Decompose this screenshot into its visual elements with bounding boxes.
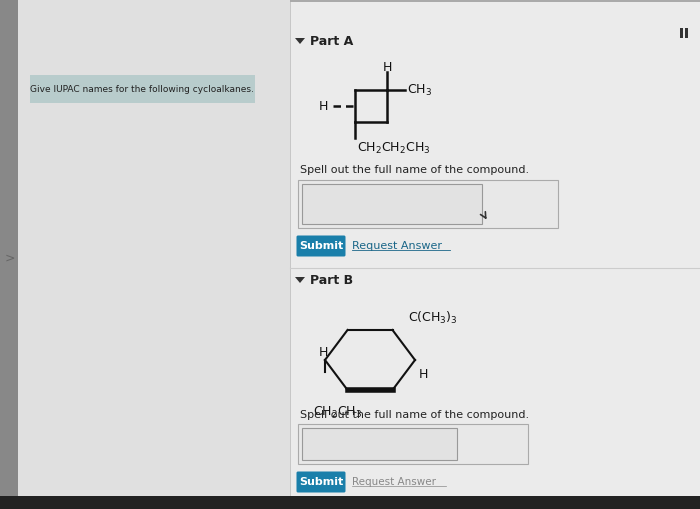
Bar (298, 424, 528, 464)
Text: Spell out the full name of the compound.: Spell out the full name of the compound. (300, 165, 529, 175)
Polygon shape (295, 277, 305, 283)
Bar (290, 0, 700, 509)
Text: CH$_3$: CH$_3$ (407, 82, 432, 98)
Polygon shape (295, 38, 305, 44)
Text: Part B: Part B (310, 273, 353, 287)
Text: Request Answer: Request Answer (352, 477, 436, 487)
Bar (0, 496, 700, 509)
Text: Submit: Submit (299, 477, 343, 487)
Text: Request Answer: Request Answer (352, 241, 442, 251)
Bar (685, 28, 688, 38)
Text: Part A: Part A (310, 35, 354, 47)
Bar (30, 75, 255, 103)
Bar (302, 184, 482, 224)
Text: H: H (419, 367, 428, 381)
Text: Give IUPAC names for the following cycloalkanes.: Give IUPAC names for the following cyclo… (30, 84, 254, 94)
Bar (0, 0, 18, 509)
Text: CH$_2$CH$_2$CH$_3$: CH$_2$CH$_2$CH$_3$ (357, 140, 430, 156)
Text: CH$_2$CH$_3$: CH$_2$CH$_3$ (313, 405, 362, 419)
Bar (302, 428, 457, 460)
FancyBboxPatch shape (297, 236, 346, 257)
Bar (0, 0, 460, 509)
Bar (680, 28, 683, 38)
Bar (290, 0, 700, 2)
Text: Submit: Submit (299, 241, 343, 251)
Text: H: H (382, 61, 392, 73)
Text: C(CH$_3$)$_3$: C(CH$_3$)$_3$ (407, 310, 457, 326)
Text: H: H (318, 99, 328, 112)
Text: Spell out the full name of the compound.: Spell out the full name of the compound. (300, 410, 529, 420)
Text: H: H (318, 346, 328, 358)
Text: >: > (5, 251, 15, 265)
Bar (298, 180, 558, 228)
FancyBboxPatch shape (297, 471, 346, 493)
